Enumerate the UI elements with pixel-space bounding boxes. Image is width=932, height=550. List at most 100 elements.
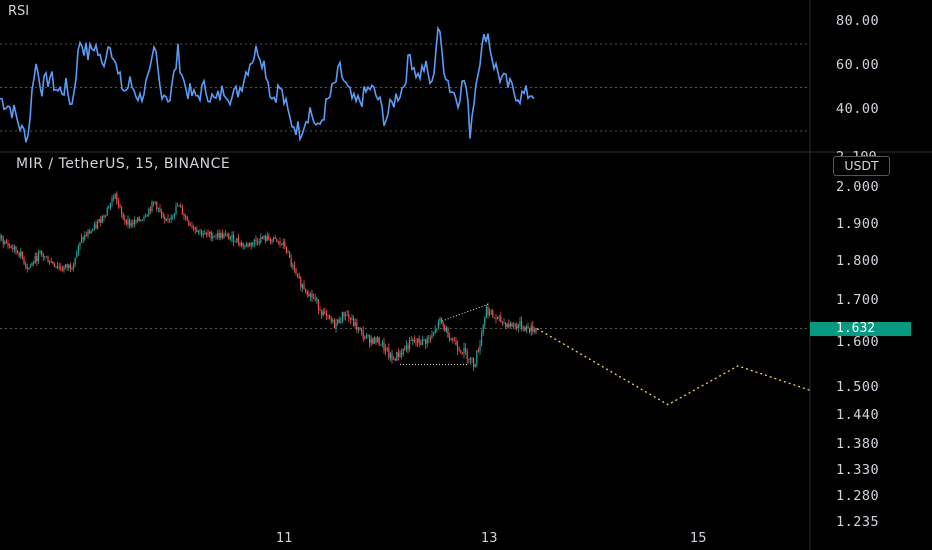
candle-body (217, 233, 219, 237)
candle-body (505, 322, 507, 327)
candle-body (276, 238, 278, 242)
candle-body (108, 207, 110, 209)
candle-body (151, 202, 153, 211)
candle-body (124, 218, 126, 221)
candle-body (348, 314, 350, 318)
candle-body (226, 234, 228, 236)
candle-body (506, 323, 508, 327)
candle-body (389, 353, 391, 358)
candle-body (145, 216, 147, 218)
symbol-title[interactable]: MIR / TetherUS, 15, BINANCE (16, 156, 231, 172)
candle-body (351, 317, 353, 320)
candle-body (165, 218, 167, 221)
price-axis-label: 1.700 (836, 292, 880, 308)
candle-body (87, 231, 89, 236)
candle-body (533, 329, 535, 332)
candle-body (34, 256, 36, 264)
candle-body (469, 357, 471, 360)
candle-body (26, 266, 28, 270)
candle-body (194, 227, 196, 230)
candle-body (298, 275, 300, 279)
candle-body (290, 257, 292, 266)
candle-body (167, 218, 169, 220)
candle-body (365, 335, 367, 339)
candle-body (42, 253, 44, 257)
candle-body (343, 312, 345, 317)
candle-body (413, 339, 415, 342)
candle-body (89, 231, 91, 234)
candle-body (149, 208, 151, 211)
candle-body (210, 231, 212, 239)
candle-body (111, 198, 113, 203)
candle-body (103, 215, 105, 217)
candle-body (401, 352, 403, 355)
candle-body (442, 322, 444, 326)
candle-body (73, 264, 75, 269)
candle-body (132, 223, 134, 225)
candle-body (236, 237, 238, 242)
candle-body (55, 266, 57, 268)
candle-body (381, 342, 383, 345)
candle-body (231, 234, 233, 238)
candle-body (98, 218, 100, 223)
candle-body (215, 236, 217, 238)
candle-body (285, 246, 287, 253)
candle-body (116, 193, 118, 202)
candle-body (159, 208, 161, 212)
candle-body (188, 220, 190, 225)
candle-body (353, 317, 355, 326)
candle-body (340, 321, 342, 323)
candle-body (146, 214, 148, 217)
candle-body (12, 247, 14, 250)
candle-body (330, 318, 332, 322)
candle-body (329, 315, 331, 319)
candle-body (477, 350, 479, 352)
candle-body (65, 264, 67, 268)
candle-body (138, 217, 140, 222)
candle-body (439, 318, 441, 322)
time-axis-label: 11 (276, 531, 293, 546)
candle-body (308, 294, 310, 297)
candle-body (119, 204, 121, 208)
candle-body (173, 213, 175, 216)
candlestick-series (0, 191, 537, 371)
candle-body (287, 252, 289, 254)
candle-body (357, 327, 359, 330)
candle-body (426, 338, 428, 344)
candle-body (36, 256, 38, 262)
candle-body (37, 252, 39, 262)
candle-body (25, 263, 27, 267)
candle-body (460, 350, 462, 354)
candle-body (297, 273, 299, 276)
candle-body (428, 337, 430, 339)
candle-body (205, 232, 207, 234)
candle-body (252, 242, 254, 246)
candle-body (461, 353, 463, 354)
currency-unit-button[interactable]: USDT (833, 156, 890, 176)
candle-body (161, 211, 163, 216)
price-axis-label: 1.500 (836, 379, 880, 395)
candle-body (511, 323, 513, 327)
candle-body (412, 339, 414, 341)
candle-body (405, 345, 407, 350)
candle-body (519, 321, 521, 326)
candle-body (95, 224, 97, 229)
candle-body (429, 337, 431, 339)
candle-body (407, 345, 409, 350)
candle-body (169, 218, 171, 220)
candle-body (220, 233, 222, 238)
price-axis-label: 1.280 (836, 488, 880, 504)
candle-body (468, 359, 470, 360)
candle-body (175, 206, 177, 214)
candle-body (311, 293, 313, 298)
candle-body (253, 239, 255, 243)
candle-body (69, 264, 71, 269)
candle-body (383, 342, 385, 351)
candle-body (362, 331, 364, 339)
candle-body (402, 348, 404, 355)
candle-body (129, 219, 131, 226)
candle-body (516, 324, 518, 329)
rsi-axis-label: 40.00 (836, 101, 880, 117)
price-axis-label: 1.800 (836, 253, 880, 269)
